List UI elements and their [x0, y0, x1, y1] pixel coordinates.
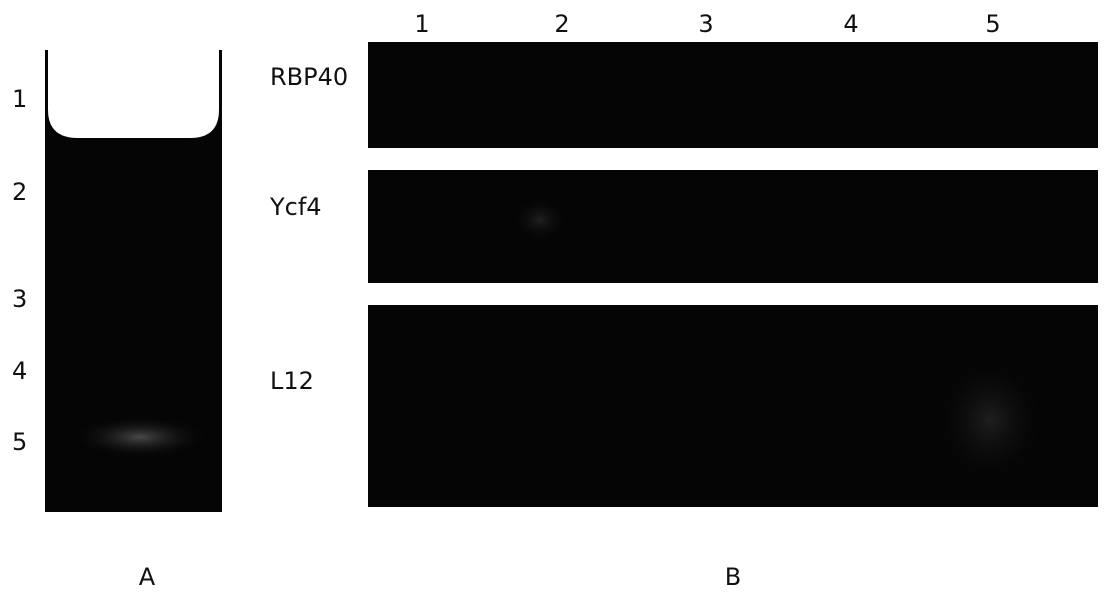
blot-strip	[368, 42, 1098, 148]
lane-label: 1	[12, 85, 27, 113]
blot-band	[510, 195, 570, 245]
lane-label: 3	[12, 285, 27, 313]
blot-band	[930, 350, 1050, 490]
column-label: 3	[698, 10, 713, 38]
figure: 1 2 3 4 5 A 1 2 3 4 5 RBP40 Ycf4 L12 B	[0, 0, 1110, 593]
caption: B	[725, 563, 741, 591]
row-labels: RBP40 Ycf4 L12	[269, 63, 348, 395]
gel-well	[48, 50, 219, 138]
blots-b	[368, 42, 1098, 507]
column-label: 4	[843, 10, 858, 38]
lane-label: 2	[12, 178, 27, 206]
column-label: 1	[414, 10, 429, 38]
column-label: 5	[985, 10, 1000, 38]
lane-labels: 1 2 3 4 5	[12, 85, 27, 456]
row-label: Ycf4	[269, 193, 322, 221]
row-label: RBP40	[270, 63, 348, 91]
blot-strip	[368, 170, 1098, 283]
gel-band	[70, 415, 210, 459]
lane-label: 5	[12, 428, 27, 456]
column-labels: 1 2 3 4 5	[414, 10, 1000, 38]
lane-label: 4	[12, 357, 27, 385]
column-label: 2	[554, 10, 569, 38]
gel-a	[45, 50, 222, 512]
caption: A	[139, 563, 156, 591]
row-label: L12	[270, 367, 314, 395]
